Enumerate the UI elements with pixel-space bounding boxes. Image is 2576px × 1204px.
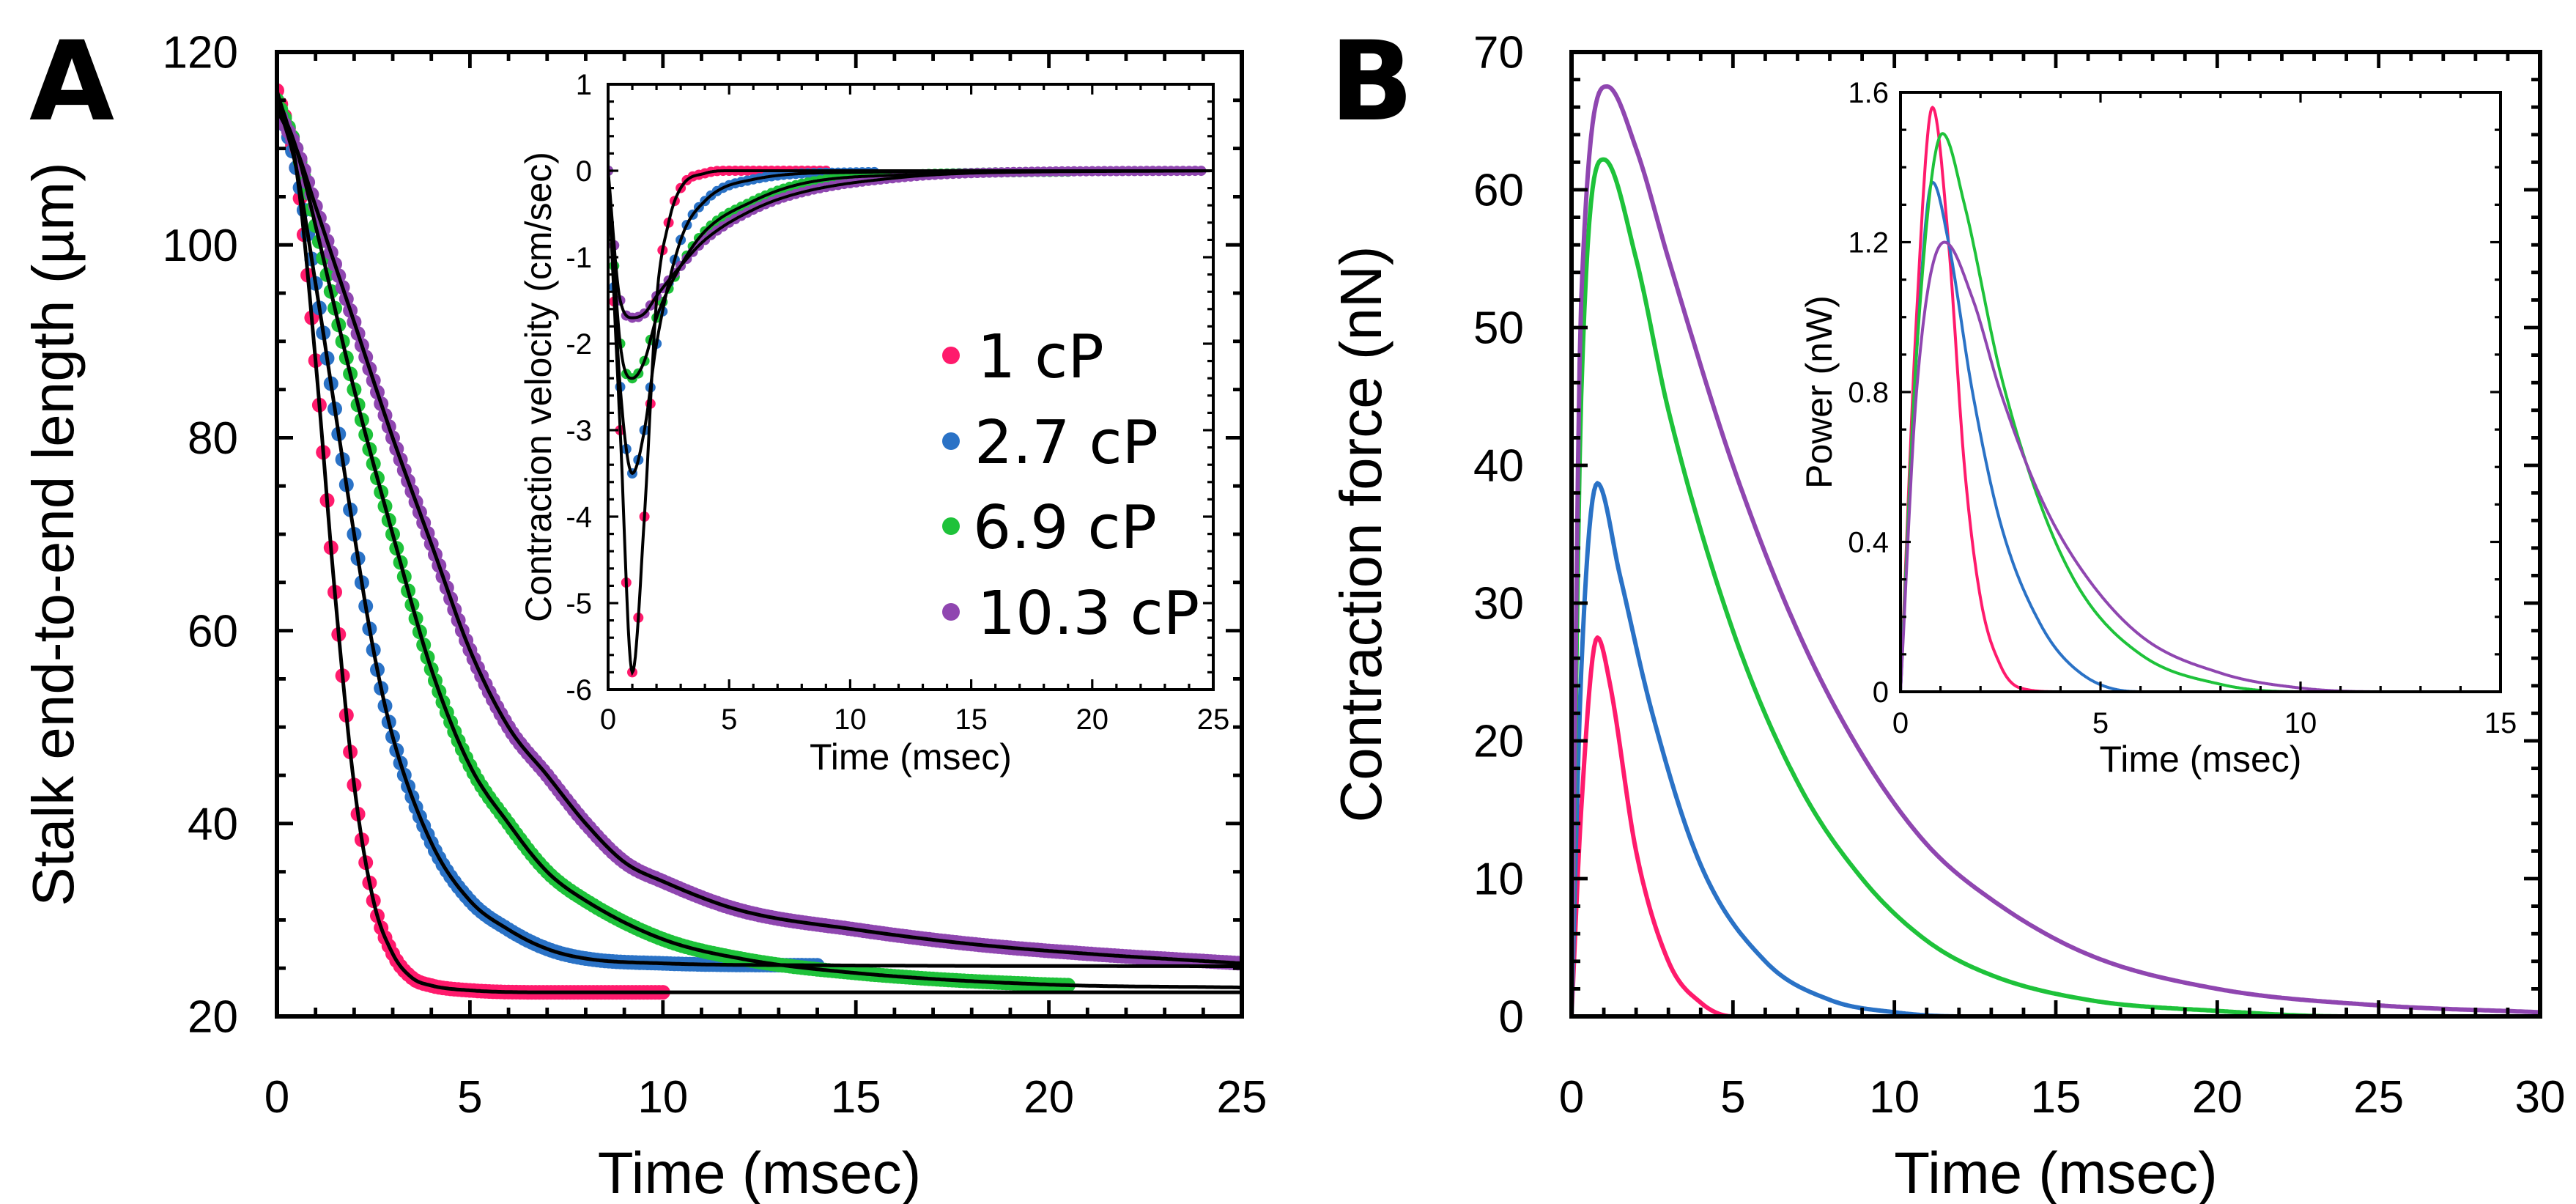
a-inset-frame <box>607 83 1215 691</box>
panel-a-inset-y-tick-label: -4 <box>566 501 592 533</box>
a-main-ticks <box>275 50 1244 1019</box>
panel-a-y-tick-label: 20 <box>188 992 238 1043</box>
b-inset-background <box>1900 92 2501 692</box>
b-inset-plot: 0 5 10 15 0 0.4 0.8 1.2 1.6 Time (msec) Power (nW) <box>1799 77 2517 780</box>
panel-a-inset-y-tick-label: -5 <box>566 588 592 620</box>
panel-b-x-axis-title: Time (msec) <box>1894 1140 2217 1204</box>
panel-b-inset-x-tick-label: 5 <box>2092 707 2109 739</box>
panel-b-inset-x-tick-label: 15 <box>2484 707 2517 739</box>
panel-b-inset-x-tick-label: 0 <box>1892 707 1909 739</box>
panel-a-inset-x-tick-label: 10 <box>834 703 867 736</box>
panel-b-inset-y-tick-label: 1.6 <box>1848 77 1889 109</box>
panel-a-inset-x-tick-label: 15 <box>955 703 988 736</box>
panel-b-y-tick-label: 50 <box>1473 303 1524 354</box>
panel-a-inset-y-tick-label: -6 <box>566 674 592 706</box>
panel-a-x-tick-label: 25 <box>1217 1072 1267 1123</box>
a-inset-background <box>608 84 1213 690</box>
panel-b-x-tick-label: 10 <box>1869 1072 1920 1123</box>
panel-b-inset-y-tick-label: 0.8 <box>1848 377 1889 409</box>
panel-b-inset-line-2-7cp <box>1900 180 2501 692</box>
panel-a-inset-x-tick-label: 5 <box>721 703 737 736</box>
panel-a-inset-x-axis-title: Time (msec) <box>810 736 1012 778</box>
panel-b-y-tick-label: 60 <box>1473 166 1524 216</box>
panel-a-y-tick-label: 100 <box>163 221 238 271</box>
legend-label-10-3cp: 10.3 cP <box>977 579 1199 649</box>
panel-b-y-tick-label: 0 <box>1499 992 1524 1043</box>
panel-a-y-tick-label: 60 <box>188 606 238 657</box>
panel-a-inset-y-tick-label: -2 <box>566 328 592 361</box>
legend-marker-6-9cp <box>942 517 960 535</box>
panel-b-y-tick-label: 30 <box>1473 579 1524 629</box>
panel-a-y-tick-label: 80 <box>188 413 238 464</box>
legend-label-6-9cp: 6.9 cP <box>973 493 1157 563</box>
panel-b-inset-line-10-3cp <box>1900 240 2501 692</box>
legend-marker-1cp <box>942 347 960 364</box>
panel-a-x-axis-title: Time (msec) <box>598 1140 921 1204</box>
panel-b-y-axis-title: Contraction force (nN) <box>1328 246 1394 823</box>
legend-marker-10-3cp <box>942 603 960 621</box>
panel-b-y-tick-label: 20 <box>1473 717 1524 767</box>
panel-a-fit-line-10-3cp <box>277 108 1242 966</box>
panel-b-inset-x-axis-title: Time (msec) <box>2100 739 2302 780</box>
panel-b-x-tick-label: 30 <box>2515 1072 2566 1123</box>
panel-a-y-axis-title: Stalk end-to-end length (µm) <box>21 162 86 906</box>
panel-a-fit-line-1cp <box>277 89 1242 994</box>
panel-a-inset-x-tick-label: 20 <box>1076 703 1109 736</box>
legend-label-1cp: 1 cP <box>977 322 1104 392</box>
panel-b-x-tick-label: 5 <box>1720 1072 1745 1123</box>
a-inset-series-layer <box>608 166 1213 678</box>
panel-b-y-tick-label: 10 <box>1473 854 1524 905</box>
panel-b-line-6-9cp <box>1572 157 2540 1016</box>
panel-a-x-tick-label: 0 <box>264 1072 289 1123</box>
panel-a-fit-line-2-7cp <box>277 100 1242 969</box>
legend-marker-2-7cp <box>942 432 960 450</box>
panel-b-inset-y-axis-title: Power (nW) <box>1799 295 1840 489</box>
legend: 1 cP 2.7 cP 6.9 cP 10.3 cP <box>942 322 1199 649</box>
panel-a-x-tick-label: 15 <box>831 1072 881 1123</box>
panel-b-inset-line-1cp <box>1900 106 2501 692</box>
panel-b-inset-y-tick-label: 0.4 <box>1848 527 1889 559</box>
panel-b-inset-y-tick-label: 1.2 <box>1848 227 1889 259</box>
panel-a-y-tick-label: 40 <box>188 799 238 850</box>
panel-a-fit-line-6-9cp <box>277 99 1242 989</box>
panel-a-inset-y-tick-label: -3 <box>566 415 592 447</box>
legend-label-2-7cp: 2.7 cP <box>974 408 1158 478</box>
panel-a-inset-fit-line-10-3cp <box>608 169 1213 320</box>
panel-a-inset-y-tick-label: 1 <box>576 69 592 101</box>
panel-b-line-1cp <box>1572 635 2540 1016</box>
panel-a-inset-y-axis-title: Contraction velocity (cm/sec) <box>518 152 559 622</box>
panel-a-x-tick-label: 10 <box>637 1072 688 1123</box>
panel-a-inset-y-tick-label: -1 <box>566 242 592 274</box>
panel-b-inset-x-tick-label: 10 <box>2284 707 2317 739</box>
panel-a-x-tick-label: 20 <box>1024 1072 1074 1123</box>
panel-b-y-tick-label: 70 <box>1473 28 1524 78</box>
a-inset-ticks <box>607 83 1215 691</box>
panel-a-inset-y-tick-label: 0 <box>576 155 592 188</box>
panel-b-x-tick-label: 25 <box>2353 1072 2404 1123</box>
a-inset-plot: 0 5 10 15 20 25 -6 -5 -4 -3 -2 -1 0 1 Time (msec) Contr… <box>518 69 1229 778</box>
panel-b-inset-y-tick-label: 0 <box>1873 676 1889 709</box>
b-inset-ticks <box>1899 91 2502 693</box>
panel-b-x-tick-label: 20 <box>2192 1072 2243 1123</box>
b-main-ticks <box>1569 50 2542 1019</box>
panel-b-line-2-7cp <box>1572 481 2540 1016</box>
panel-b-y-tick-label: 40 <box>1473 441 1524 492</box>
b-inset-series-layer <box>1900 106 2501 692</box>
panel-label-b: B <box>1330 18 1413 146</box>
panel-b-x-tick-label: 0 <box>1559 1072 1584 1123</box>
a-main-series-layer <box>277 83 1242 1000</box>
panel-a-inset-x-tick-label: 25 <box>1197 703 1230 736</box>
panel-b-inset-line-6-9cp <box>1900 132 2501 692</box>
panel-a-x-tick-label: 5 <box>457 1072 482 1123</box>
panel-a-inset-x-tick-label: 0 <box>600 703 616 736</box>
panel-label-a: A <box>29 18 114 146</box>
panel-a-y-tick-label: 120 <box>163 28 238 78</box>
panel-b-x-tick-label: 15 <box>2031 1072 2081 1123</box>
